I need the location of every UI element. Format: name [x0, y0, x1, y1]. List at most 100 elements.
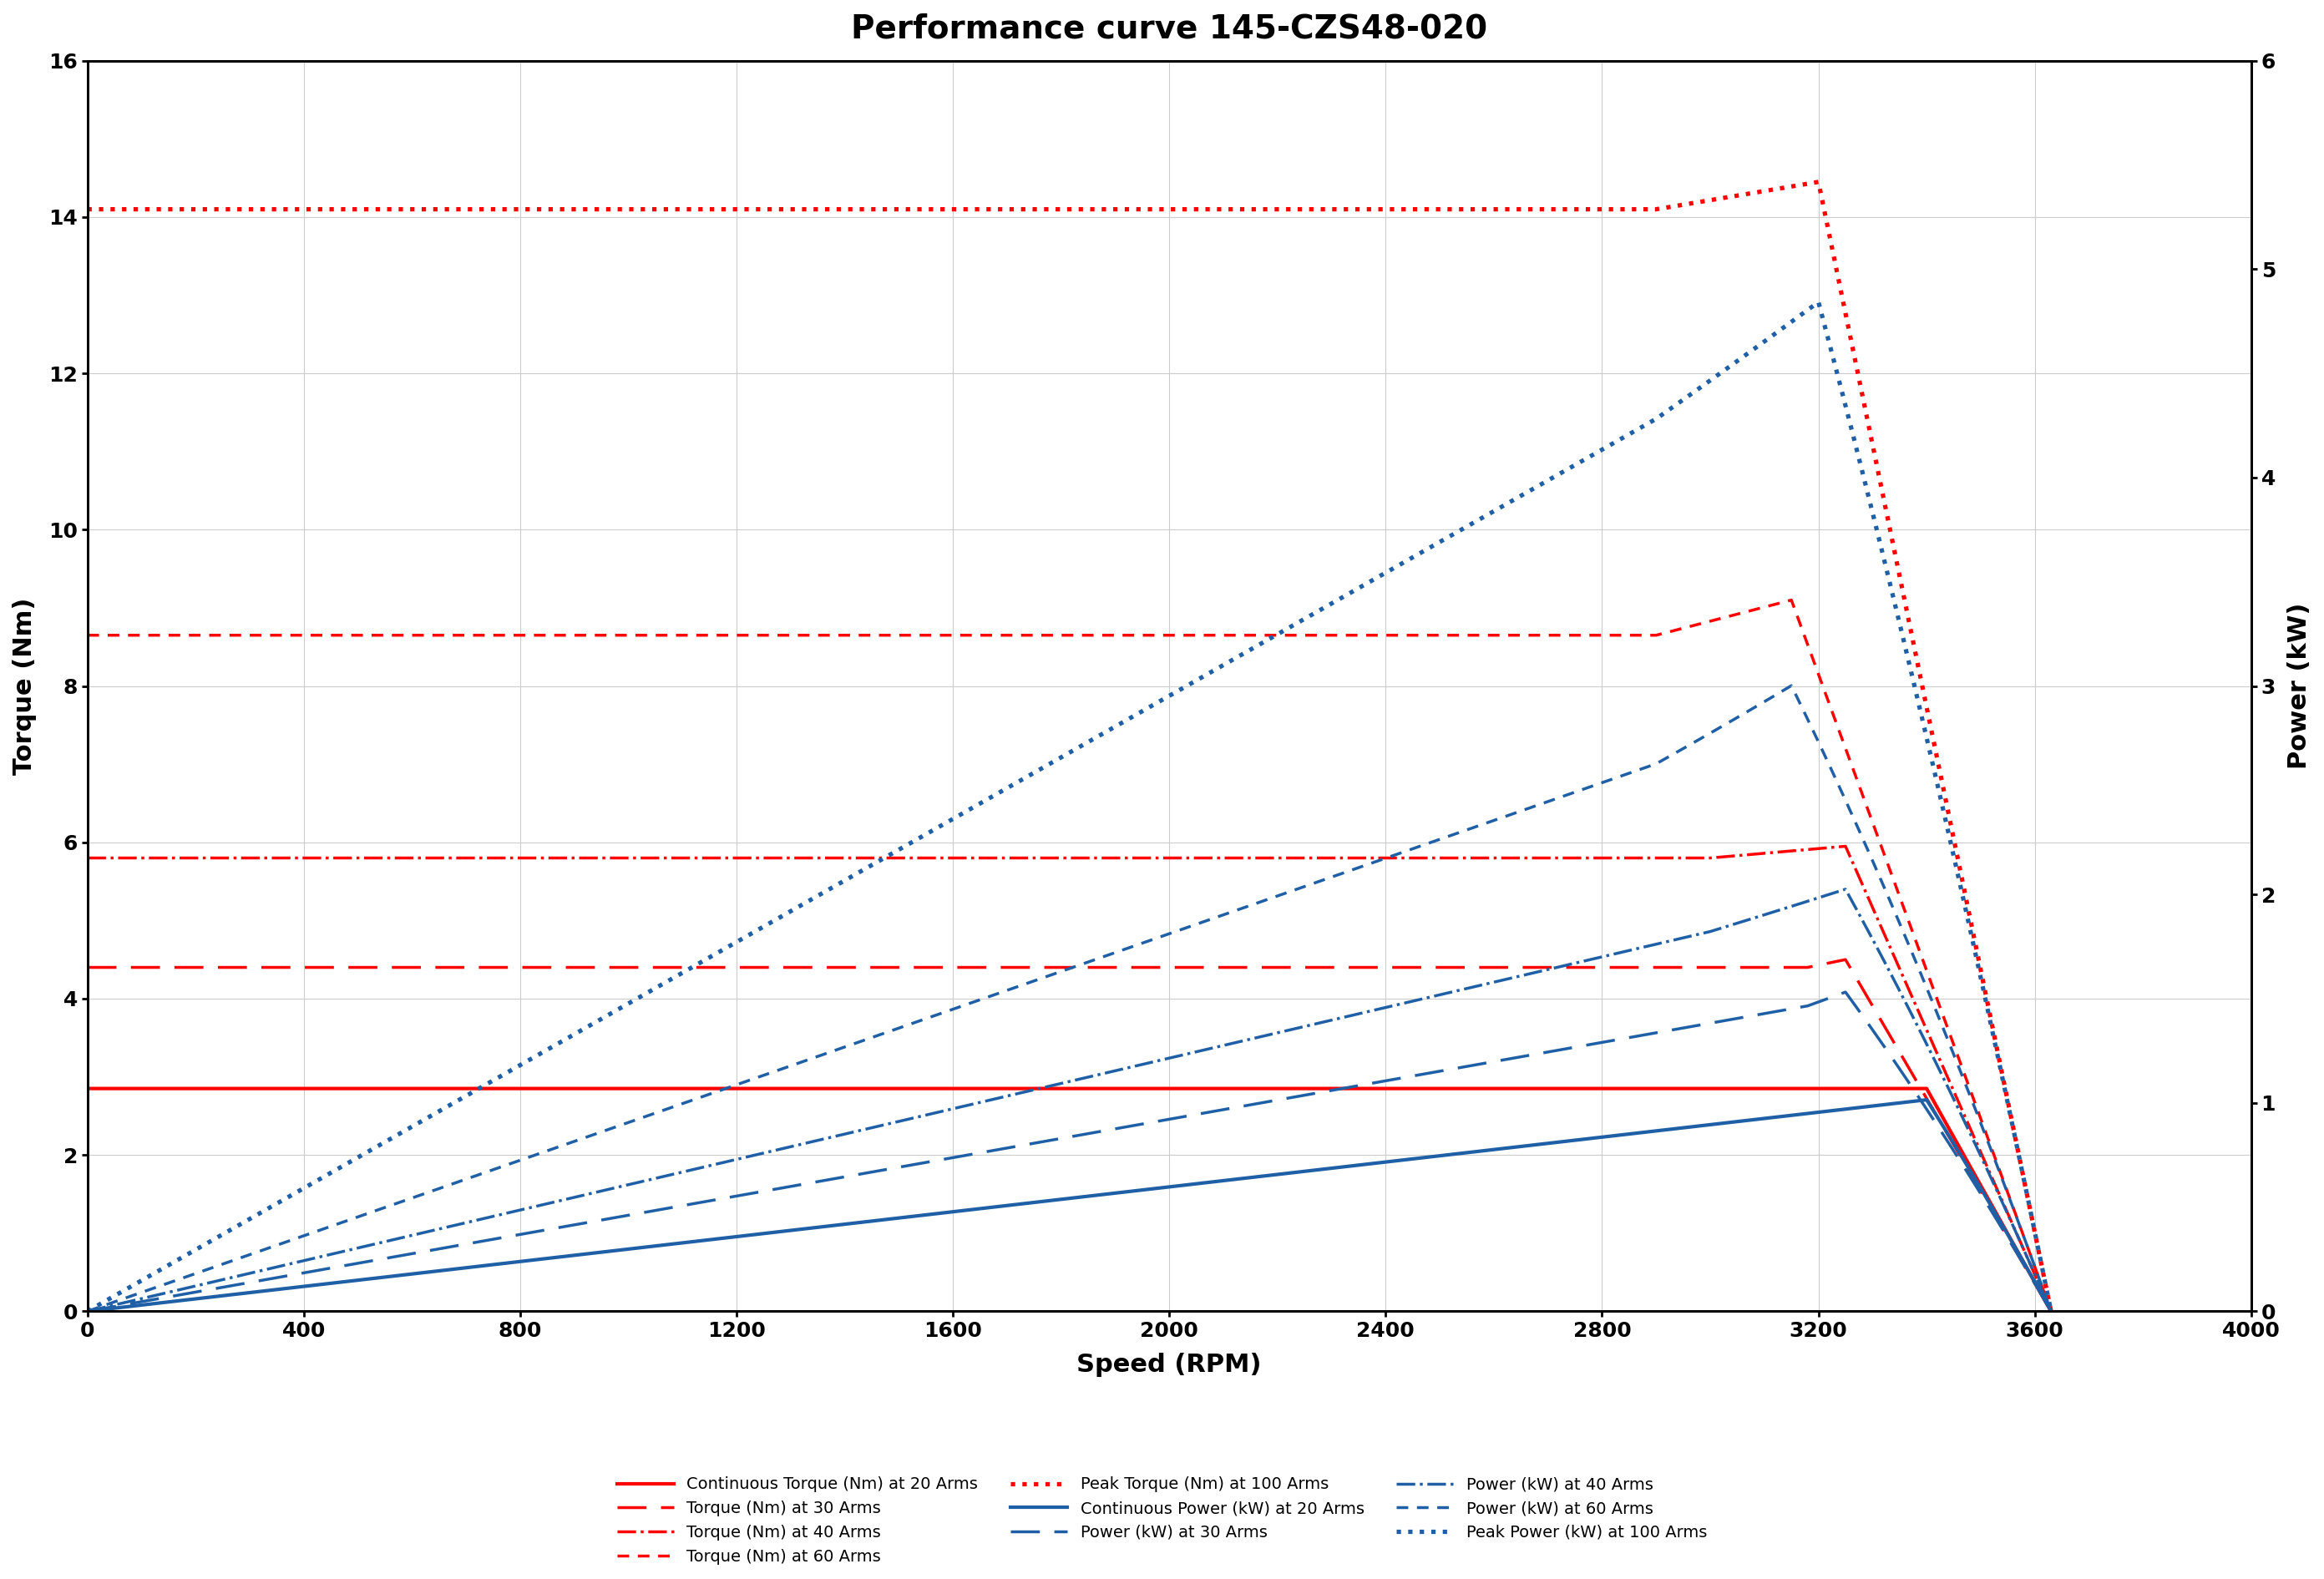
Continuous Torque (Nm) at 20 Arms	[1978, 1195, 2006, 1214]
Peak Torque (Nm) at 100 Arms	[74, 201, 102, 219]
Title: Performance curve 145-CZS48-020: Performance curve 145-CZS48-020	[851, 13, 1487, 44]
Peak Power (kW) at 100 Arms	[1924, 783, 1952, 802]
Power (kW) at 30 Arms	[81, 1300, 109, 1318]
Torque (Nm) at 30 Arms	[74, 958, 102, 977]
Torque (Nm) at 40 Arms	[2038, 1301, 2066, 1320]
Line: Torque (Nm) at 30 Arms: Torque (Nm) at 30 Arms	[88, 960, 2052, 1311]
Continuous Torque (Nm) at 20 Arms	[1764, 1078, 1792, 1097]
Power (kW) at 40 Arms	[358, 1235, 386, 1254]
Power (kW) at 60 Arms	[1232, 897, 1260, 916]
Torque (Nm) at 60 Arms	[1232, 625, 1260, 644]
Continuous Power (kW) at 20 Arms	[1717, 1113, 1745, 1132]
Line: Continuous Power (kW) at 20 Arms: Continuous Power (kW) at 20 Arms	[88, 1101, 2052, 1311]
Y-axis label: Torque (Nm): Torque (Nm)	[12, 597, 37, 775]
Continuous Power (kW) at 20 Arms	[1980, 1200, 2008, 1219]
Power (kW) at 40 Arms	[74, 1301, 102, 1320]
Line: Power (kW) at 40 Arms: Power (kW) at 40 Arms	[88, 889, 2052, 1311]
Torque (Nm) at 60 Arms	[1129, 625, 1157, 644]
Torque (Nm) at 40 Arms	[1167, 848, 1195, 867]
Torque (Nm) at 60 Arms	[1954, 1077, 1982, 1096]
Continuous Power (kW) at 20 Arms	[84, 1301, 112, 1320]
Power (kW) at 60 Arms	[1954, 1083, 1982, 1102]
Power (kW) at 30 Arms	[74, 1301, 102, 1320]
Torque (Nm) at 30 Arms	[1966, 1181, 1994, 1200]
Power (kW) at 30 Arms	[1966, 1184, 1994, 1203]
Power (kW) at 40 Arms	[1271, 1022, 1299, 1041]
Power (kW) at 40 Arms	[2038, 1301, 2066, 1320]
Torque (Nm) at 30 Arms	[1604, 958, 1631, 977]
Power (kW) at 60 Arms	[839, 1034, 867, 1053]
Line: Power (kW) at 60 Arms: Power (kW) at 60 Arms	[88, 685, 2052, 1311]
Torque (Nm) at 60 Arms	[349, 625, 376, 644]
Torque (Nm) at 30 Arms	[1917, 1097, 1945, 1116]
Power (kW) at 30 Arms	[1655, 1022, 1683, 1041]
Peak Power (kW) at 100 Arms	[1803, 292, 1831, 311]
Torque (Nm) at 40 Arms	[865, 848, 892, 867]
Continuous Torque (Nm) at 20 Arms	[1710, 1078, 1738, 1097]
Peak Power (kW) at 100 Arms	[1373, 562, 1401, 581]
Power (kW) at 60 Arms	[737, 1071, 765, 1090]
Y-axis label: Power (kW): Power (kW)	[2287, 603, 2312, 769]
Torque (Nm) at 60 Arms	[737, 625, 765, 644]
Continuous Power (kW) at 20 Arms	[1913, 1091, 1941, 1110]
Continuous Power (kW) at 20 Arms	[1710, 1113, 1738, 1132]
Continuous Torque (Nm) at 20 Arms	[74, 1078, 102, 1097]
Torque (Nm) at 40 Arms	[1973, 1154, 2001, 1173]
Torque (Nm) at 30 Arms	[81, 958, 109, 977]
Peak Power (kW) at 100 Arms	[74, 1301, 102, 1320]
Torque (Nm) at 40 Arms	[1831, 837, 1859, 856]
Continuous Torque (Nm) at 20 Arms	[84, 1078, 112, 1097]
Torque (Nm) at 30 Arms	[1831, 951, 1859, 970]
Line: Peak Power (kW) at 100 Arms: Peak Power (kW) at 100 Arms	[88, 302, 2052, 1311]
Power (kW) at 30 Arms	[1831, 982, 1859, 1001]
Power (kW) at 40 Arms	[1167, 1047, 1195, 1066]
Power (kW) at 30 Arms	[1917, 1107, 1945, 1126]
Torque (Nm) at 40 Arms	[74, 848, 102, 867]
Peak Torque (Nm) at 100 Arms	[2038, 1301, 2066, 1320]
Peak Torque (Nm) at 100 Arms	[1745, 182, 1773, 201]
Torque (Nm) at 40 Arms	[758, 848, 786, 867]
Peak Power (kW) at 100 Arms	[1764, 324, 1792, 343]
Peak Power (kW) at 100 Arms	[437, 1096, 465, 1115]
Continuous Torque (Nm) at 20 Arms	[2038, 1301, 2066, 1320]
Line: Power (kW) at 30 Arms: Power (kW) at 30 Arms	[88, 992, 2052, 1311]
Peak Power (kW) at 100 Arms	[1745, 335, 1773, 354]
Power (kW) at 40 Arms	[1973, 1157, 2001, 1176]
Power (kW) at 60 Arms	[349, 1205, 376, 1224]
Legend: Continuous Torque (Nm) at 20 Arms, Torque (Nm) at 30 Arms, Torque (Nm) at 40 Arm: Continuous Torque (Nm) at 20 Arms, Torqu…	[611, 1470, 1713, 1571]
Peak Torque (Nm) at 100 Arms	[1764, 180, 1792, 199]
Torque (Nm) at 60 Arms	[74, 625, 102, 644]
Power (kW) at 40 Arms	[758, 1142, 786, 1161]
Continuous Torque (Nm) at 20 Arms	[1717, 1078, 1745, 1097]
Peak Power (kW) at 100 Arms	[2038, 1301, 2066, 1320]
Torque (Nm) at 60 Arms	[2038, 1301, 2066, 1320]
Torque (Nm) at 60 Arms	[839, 625, 867, 644]
Continuous Power (kW) at 20 Arms	[2038, 1301, 2066, 1320]
Power (kW) at 60 Arms	[74, 1301, 102, 1320]
Continuous Torque (Nm) at 20 Arms	[2001, 1240, 2029, 1258]
Peak Power (kW) at 100 Arms	[1873, 559, 1901, 578]
Torque (Nm) at 40 Arms	[1271, 848, 1299, 867]
Power (kW) at 60 Arms	[1129, 933, 1157, 952]
Torque (Nm) at 30 Arms	[2038, 1301, 2066, 1320]
Continuous Power (kW) at 20 Arms	[74, 1301, 102, 1320]
Power (kW) at 30 Arms	[2038, 1301, 2066, 1320]
X-axis label: Speed (RPM): Speed (RPM)	[1076, 1353, 1262, 1377]
Power (kW) at 60 Arms	[1778, 676, 1806, 695]
Peak Torque (Nm) at 100 Arms	[1803, 172, 1831, 191]
Line: Torque (Nm) at 60 Arms: Torque (Nm) at 60 Arms	[88, 600, 2052, 1311]
Continuous Power (kW) at 20 Arms	[2003, 1241, 2031, 1260]
Line: Continuous Torque (Nm) at 20 Arms: Continuous Torque (Nm) at 20 Arms	[88, 1088, 2052, 1311]
Power (kW) at 40 Arms	[1831, 880, 1859, 898]
Torque (Nm) at 30 Arms	[1613, 958, 1641, 977]
Torque (Nm) at 60 Arms	[1778, 591, 1806, 609]
Power (kW) at 40 Arms	[865, 1116, 892, 1135]
Peak Torque (Nm) at 100 Arms	[1873, 501, 1901, 519]
Peak Torque (Nm) at 100 Arms	[437, 201, 465, 219]
Line: Torque (Nm) at 40 Arms: Torque (Nm) at 40 Arms	[88, 846, 2052, 1311]
Power (kW) at 30 Arms	[1604, 1030, 1631, 1048]
Line: Peak Torque (Nm) at 100 Arms: Peak Torque (Nm) at 100 Arms	[88, 182, 2052, 1311]
Peak Torque (Nm) at 100 Arms	[1924, 758, 1952, 777]
Torque (Nm) at 40 Arms	[358, 848, 386, 867]
Continuous Power (kW) at 20 Arms	[1764, 1107, 1792, 1126]
